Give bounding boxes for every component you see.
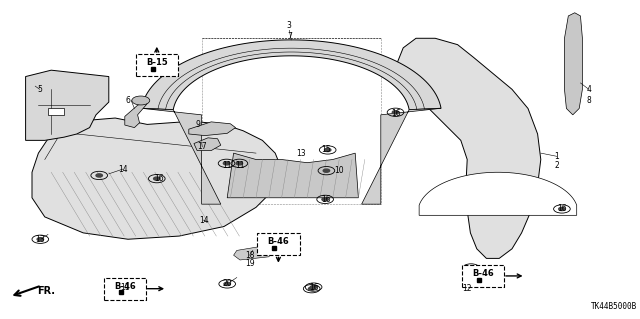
FancyBboxPatch shape [104,278,146,300]
Polygon shape [394,38,541,258]
Text: 16: 16 [308,283,319,292]
Text: 16: 16 [321,195,332,204]
Text: 13: 13 [296,149,306,158]
Text: 11: 11 [121,283,130,292]
Text: 16: 16 [390,109,401,118]
Text: 11: 11 [223,161,232,170]
Circle shape [96,174,102,177]
Circle shape [224,282,230,286]
Polygon shape [141,108,221,204]
Circle shape [236,162,243,165]
Text: FR.: FR. [37,286,55,296]
Text: 6: 6 [125,96,131,105]
Circle shape [154,177,160,180]
Text: 13: 13 [35,235,45,244]
Text: TK44B5000B: TK44B5000B [591,302,637,311]
Polygon shape [194,138,221,151]
Polygon shape [564,13,582,115]
Text: 20: 20 [222,279,232,288]
Polygon shape [141,40,441,110]
Text: 10: 10 [334,166,344,175]
Text: 7: 7 [287,32,292,41]
FancyBboxPatch shape [257,233,300,255]
Text: B-46: B-46 [268,237,289,246]
Text: B-46: B-46 [472,269,494,278]
Polygon shape [189,122,236,136]
Circle shape [310,286,317,289]
Circle shape [308,287,315,290]
Text: 8: 8 [586,96,591,105]
Text: 18: 18 [245,251,254,260]
Circle shape [223,162,230,165]
Text: 14: 14 [118,165,128,174]
Circle shape [559,207,565,211]
Polygon shape [125,102,147,128]
Polygon shape [419,172,577,215]
Text: 14: 14 [198,216,209,225]
Text: B-46: B-46 [114,282,136,291]
Polygon shape [26,70,109,140]
Text: 17: 17 [197,142,207,151]
Text: 5: 5 [37,85,42,94]
Polygon shape [227,153,358,198]
FancyBboxPatch shape [462,265,504,287]
Text: 11: 11 [236,161,244,170]
Circle shape [132,96,150,105]
Text: 15: 15 [321,145,332,154]
Circle shape [392,111,399,114]
Text: 2: 2 [554,161,559,170]
Text: 3: 3 [287,21,292,30]
Circle shape [322,198,328,201]
Polygon shape [32,118,282,239]
Circle shape [323,169,330,172]
Text: 4: 4 [586,85,591,94]
Text: 1: 1 [554,152,559,161]
Bar [48,108,64,115]
Text: 16: 16 [154,174,164,183]
Text: 9: 9 [196,120,201,129]
FancyBboxPatch shape [136,54,178,76]
Text: 19: 19 [244,259,255,268]
Text: B-15: B-15 [146,58,168,67]
Text: 16: 16 [557,204,567,213]
Polygon shape [362,108,441,204]
Text: 12: 12 [463,284,472,293]
Polygon shape [234,246,275,260]
Circle shape [468,266,474,270]
Circle shape [122,286,129,289]
Circle shape [324,148,331,152]
Circle shape [37,238,44,241]
